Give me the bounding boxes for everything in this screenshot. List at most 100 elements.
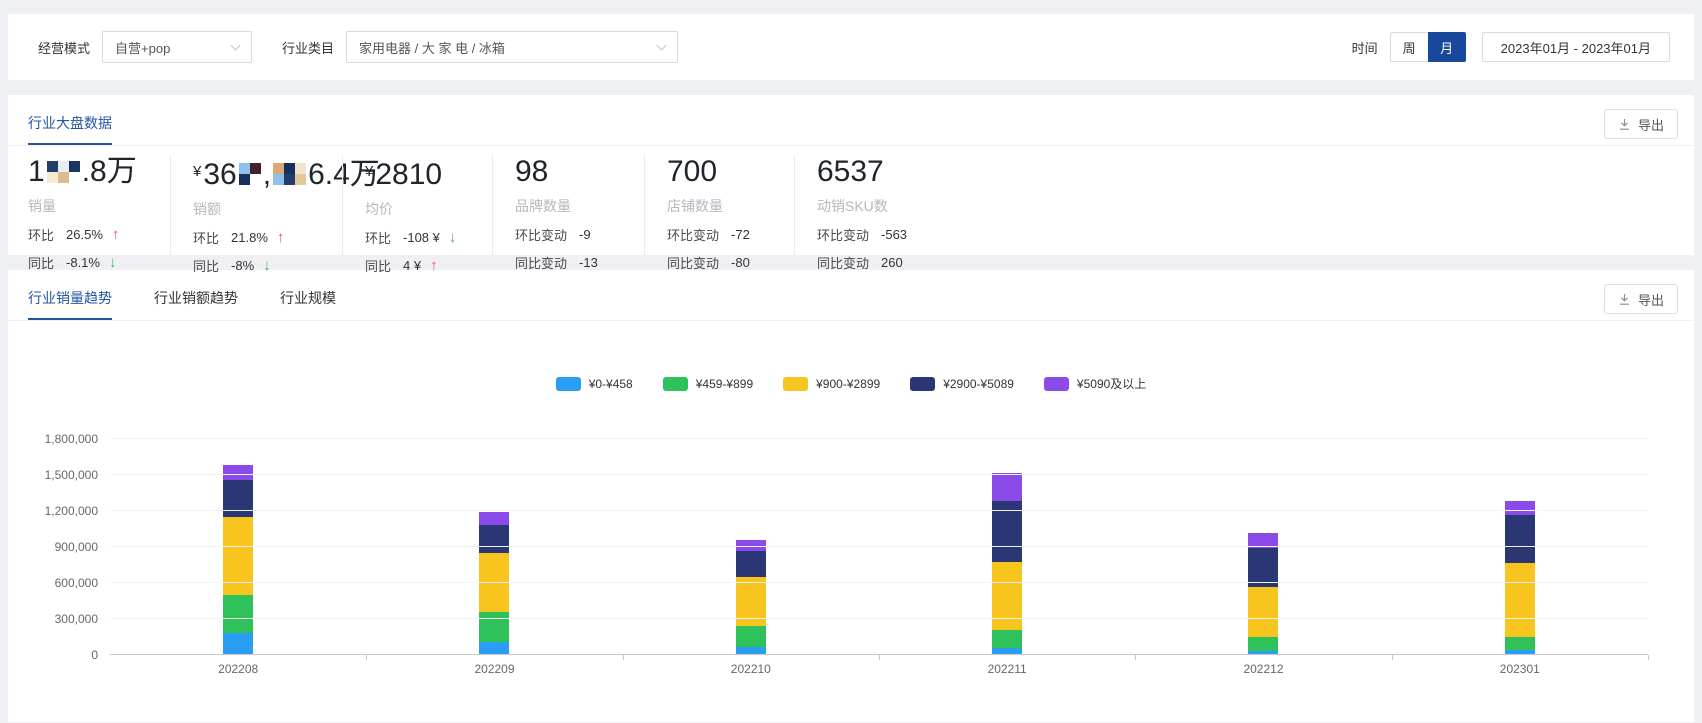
y-axis: 0 300,000 600,000 900,000 1,200,000 1,500,000… <box>8 432 110 662</box>
kpi-value-text: 6.4万 <box>308 158 380 191</box>
mode-select-value: 自营+pop <box>115 40 171 56</box>
metric-value: -13 <box>579 255 598 270</box>
bar-segment <box>735 550 766 578</box>
metric-name: 同比变动 <box>515 256 568 271</box>
arrow-up-icon: ↑ <box>276 229 285 246</box>
gridline <box>110 438 1648 439</box>
category-label: 行业类目 <box>282 40 335 56</box>
legend-label: ¥5090及以上 <box>1076 377 1147 391</box>
gridline <box>110 510 1648 511</box>
bar-segment <box>1504 514 1535 563</box>
x-tick-label: 202209 <box>474 662 515 676</box>
y-tick-label: 1,800,000 <box>44 432 98 446</box>
legend-item[interactable]: ¥900-¥2899 <box>783 375 880 392</box>
legend-label: ¥0-¥458 <box>588 376 633 391</box>
legend-swatch <box>555 376 581 391</box>
download-icon <box>1619 293 1629 305</box>
kpi-metric-row: 同比变动 260 <box>817 253 907 272</box>
kpi-metric-row: 环比变动 -72 <box>667 225 776 244</box>
bar-segment <box>479 641 510 655</box>
y-tick-label: 600,000 <box>54 576 98 590</box>
bar-202212[interactable] <box>1248 532 1279 655</box>
kpi-metric-row: 同比 -8.1% ↓ <box>28 253 152 272</box>
bar-segment <box>479 512 510 526</box>
x-tick-label: 202210 <box>730 662 771 676</box>
bar-202209[interactable] <box>479 512 510 655</box>
y-tick-label: 900,000 <box>54 540 98 554</box>
kpi-label: 店铺数量 <box>667 198 723 214</box>
kpi-value-text: 36 <box>203 158 237 191</box>
date-range-picker[interactable]: 2023年01月 - 2023年01月 <box>1481 32 1670 62</box>
time-option-week[interactable]: 周 <box>1389 32 1428 62</box>
bar-202208[interactable] <box>223 465 254 655</box>
kpi-value-text: 1 <box>28 155 45 188</box>
divider <box>8 320 1694 321</box>
bar-segment <box>992 562 1023 631</box>
legend-item[interactable]: ¥5090及以上 <box>1043 375 1147 392</box>
metric-name: 环比变动 <box>817 228 870 243</box>
plot-area <box>110 438 1650 660</box>
kpi-metric-row: 环比变动 -563 <box>817 225 907 244</box>
x-tick-label: 202212 <box>1243 662 1284 676</box>
chart-slot <box>623 439 881 660</box>
y-tick-label: 1,500,000 <box>44 468 98 482</box>
x-tick-label: 202208 <box>218 662 259 676</box>
gridline <box>110 654 1648 655</box>
chevron-down-icon <box>230 40 241 50</box>
arrow-down-icon: ↓ <box>108 254 117 271</box>
bar-segment <box>479 611 510 642</box>
tab-industry-scale[interactable]: 行业规模 <box>280 290 336 306</box>
bar-202301[interactable] <box>1504 500 1535 655</box>
bar-segment <box>1504 500 1535 515</box>
kpi-value: 6537 <box>817 155 907 189</box>
legend-item[interactable]: ¥2900-¥5089 <box>910 375 1014 392</box>
export-trend-button[interactable]: 导出 <box>1603 284 1678 314</box>
metric-name: 环比 <box>28 228 55 243</box>
kpi-value-text: , <box>262 158 272 191</box>
bar-segment <box>992 473 1023 502</box>
kpi-row: 1 .8万 销量 环比 26.5% ↑ 同比 -8.1% ↓ ¥36, 6.4万 销额 环比 21.8% ↑… <box>8 146 1694 274</box>
metric-value: 260 <box>881 255 903 270</box>
metric-name: 环比 <box>365 231 392 246</box>
export-overview-button[interactable]: 导出 <box>1603 109 1678 139</box>
legend-swatch <box>662 376 688 391</box>
kpi-value-text: 98 <box>515 155 549 188</box>
gridline <box>110 582 1648 583</box>
category-select-value: 家用电器 / 大 家 电 / 冰箱 <box>359 40 505 56</box>
overview-section: 行业大盘数据 导出 1 .8万 销量 环比 26.5% ↑ 同比 -8.1% ↓ ¥36, 6.4万… <box>8 95 1694 274</box>
bar-segment <box>223 465 254 480</box>
bar-segment <box>735 626 766 647</box>
mode-label: 经营模式 <box>38 40 91 56</box>
mode-select[interactable]: 自营+pop <box>102 31 253 63</box>
category-select[interactable]: 家用电器 / 大 家 电 / 冰箱 <box>346 31 679 63</box>
kpi-metric-row: 同比变动 -80 <box>667 253 776 272</box>
metric-value: -563 <box>881 227 908 242</box>
bar-segment <box>223 595 254 634</box>
trend-tabs: 行业销量趋势 行业销额趋势 行业规模 <box>28 288 336 320</box>
x-tick-label: 202301 <box>1499 662 1540 676</box>
chevron-down-icon <box>656 40 667 50</box>
tab-sales-amount-trend[interactable]: 行业销额趋势 <box>154 290 238 306</box>
legend-item[interactable]: ¥459-¥899 <box>662 375 753 392</box>
kpi-card-active-sku-count: 6537 动销SKU数 环比变动 -563 同比变动 260 <box>794 155 925 271</box>
metric-name: 同比变动 <box>817 256 870 271</box>
tab-overview-data[interactable]: 行业大盘数据 <box>28 113 112 145</box>
metric-value: 26.5% <box>66 227 103 242</box>
legend-swatch <box>783 376 809 391</box>
metric-name: 环比变动 <box>515 228 568 243</box>
chart-legend: ¥0-¥458 ¥459-¥899 ¥900-¥2899 ¥2900-¥5089 ¥50… <box>8 375 1694 392</box>
metric-value: -8% <box>231 258 255 273</box>
kpi-card-store-count: 700 店铺数量 环比变动 -72 同比变动 -80 <box>644 155 794 271</box>
tab-sales-volume-trend[interactable]: 行业销量趋势 <box>28 288 112 320</box>
bar-202211[interactable] <box>992 473 1023 655</box>
bar-segment <box>223 517 254 596</box>
bar-202210[interactable] <box>735 539 766 655</box>
bar-segment <box>735 646 766 655</box>
legend-swatch <box>1043 376 1069 391</box>
currency-symbol: ¥ <box>365 163 374 180</box>
kpi-value-text: 6537 <box>817 155 884 188</box>
censored-mosaic <box>46 161 80 183</box>
time-option-month[interactable]: 月 <box>1427 32 1466 62</box>
kpi-label: 动销SKU数 <box>817 198 888 214</box>
legend-item[interactable]: ¥0-¥458 <box>555 375 633 392</box>
